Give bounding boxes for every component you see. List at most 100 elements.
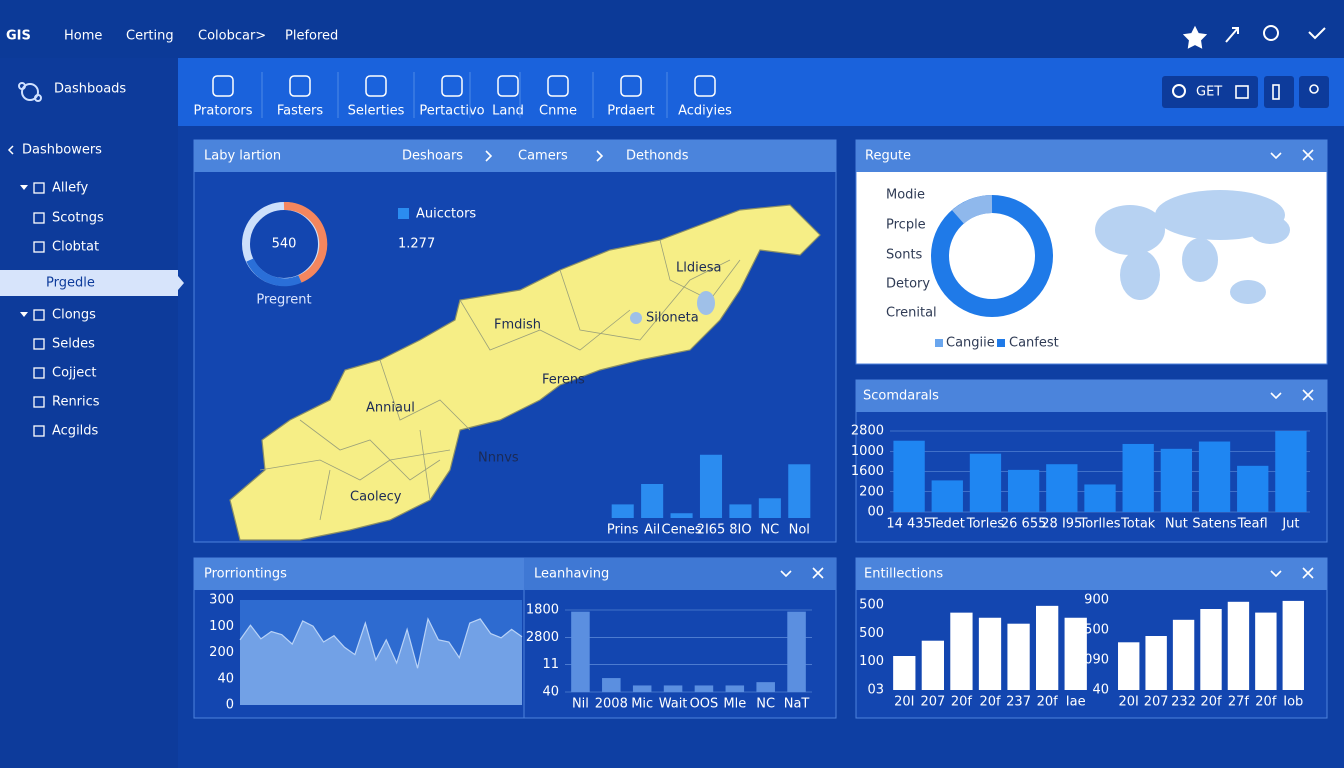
- bar[interactable]: [756, 682, 775, 692]
- bar[interactable]: [1227, 601, 1250, 690]
- breadcrumb[interactable]: Deshoars: [402, 149, 463, 164]
- bar[interactable]: [1064, 617, 1087, 690]
- nav-link[interactable]: Colobcar>: [198, 29, 266, 44]
- bar[interactable]: [670, 513, 693, 518]
- sidebar-item[interactable]: Scotngs: [52, 211, 104, 226]
- bar[interactable]: [602, 678, 621, 692]
- bar[interactable]: [571, 611, 590, 692]
- learn-controls[interactable]: [780, 567, 824, 579]
- check-icon[interactable]: [1308, 27, 1326, 40]
- sidebar-item[interactable]: Acgilds: [52, 424, 99, 439]
- bar[interactable]: [611, 504, 634, 518]
- sidebar-item[interactable]: Dashbowers: [22, 143, 102, 158]
- tool-label[interactable]: Pertactivo: [419, 104, 484, 119]
- breadcrumb[interactable]: Dethonds: [626, 149, 689, 164]
- search-label[interactable]: GET: [1196, 85, 1222, 100]
- breadcrumb[interactable]: Camers: [518, 149, 568, 164]
- bar[interactable]: [699, 454, 723, 518]
- expand-icon[interactable]: [1225, 27, 1239, 43]
- sidebar-item[interactable]: Prgedle: [46, 276, 95, 291]
- bar[interactable]: [950, 612, 973, 690]
- bar[interactable]: [1046, 464, 1078, 512]
- tool-icon[interactable]: [365, 75, 387, 97]
- sidebar-item[interactable]: Renrics: [52, 395, 100, 410]
- map-region[interactable]: [229, 204, 821, 541]
- bar[interactable]: [1007, 469, 1040, 512]
- bar[interactable]: [758, 498, 781, 518]
- nav-link[interactable]: Plefored: [285, 29, 338, 44]
- y-tick-label: 500: [859, 598, 884, 613]
- bar[interactable]: [1036, 605, 1059, 690]
- tool-label[interactable]: Prdaert: [607, 104, 654, 119]
- bar[interactable]: [1255, 612, 1277, 690]
- bar[interactable]: [729, 504, 752, 518]
- bar[interactable]: [1118, 642, 1140, 690]
- x-tick-label: NC: [760, 523, 779, 538]
- bar[interactable]: [725, 685, 745, 692]
- bar[interactable]: [893, 656, 916, 690]
- bar[interactable]: [1282, 600, 1304, 690]
- bar[interactable]: [694, 685, 714, 692]
- bar[interactable]: [921, 640, 944, 690]
- place-label[interactable]: Siloneta: [646, 311, 699, 326]
- bar[interactable]: [663, 685, 683, 692]
- nav-link[interactable]: Certing: [126, 29, 174, 44]
- bar[interactable]: [969, 453, 1002, 512]
- tool-icon[interactable]: [620, 75, 642, 97]
- x-tick-label: 20I: [894, 695, 914, 710]
- tool-icon[interactable]: [289, 75, 311, 97]
- bar[interactable]: [1275, 431, 1307, 512]
- y-tick-label: 40: [542, 685, 559, 700]
- place-label[interactable]: Ferens: [542, 373, 585, 388]
- tool-label[interactable]: Cnme: [539, 104, 577, 119]
- tool-icon[interactable]: [694, 75, 716, 97]
- x-tick-label: Tedet: [929, 517, 965, 532]
- bar[interactable]: [632, 685, 652, 692]
- bar[interactable]: [931, 480, 963, 512]
- ent-controls[interactable]: [1270, 567, 1314, 579]
- bar[interactable]: [1007, 623, 1030, 690]
- tool-icon[interactable]: [497, 75, 519, 97]
- sidebar-item[interactable]: Clobtat: [52, 240, 99, 255]
- bar[interactable]: [641, 484, 664, 518]
- sidebar-item[interactable]: Cojject: [52, 366, 97, 381]
- bar[interactable]: [1237, 465, 1269, 512]
- expand-arrow: [20, 312, 28, 317]
- x-tick-label: Cenes: [662, 523, 702, 538]
- user-button[interactable]: [1299, 76, 1329, 108]
- tool-label[interactable]: Selerties: [348, 104, 405, 119]
- tool-icon[interactable]: [547, 75, 569, 97]
- tool-icon[interactable]: [212, 75, 234, 97]
- sidebar-item[interactable]: Clongs: [52, 308, 96, 323]
- tool-label[interactable]: Land: [492, 104, 524, 119]
- bar[interactable]: [1145, 636, 1167, 690]
- bar[interactable]: [893, 440, 925, 512]
- place-label[interactable]: Caolecy: [350, 490, 402, 505]
- tool-icon[interactable]: [441, 75, 463, 97]
- region-controls[interactable]: [1270, 149, 1314, 161]
- tool-label[interactable]: Pratorors: [193, 104, 252, 119]
- bar[interactable]: [1200, 609, 1222, 690]
- bar[interactable]: [1172, 619, 1195, 690]
- place-label[interactable]: Fmdish: [494, 318, 541, 333]
- x-tick-label: 20f: [1200, 695, 1222, 710]
- bar[interactable]: [1122, 443, 1154, 512]
- place-label[interactable]: Anniaul: [366, 401, 415, 416]
- sidebar-item[interactable]: Seldes: [52, 337, 95, 352]
- search-icon[interactable]: [1263, 25, 1279, 41]
- tool-label[interactable]: Fasters: [277, 104, 323, 119]
- place-label[interactable]: Nnnvs: [478, 451, 519, 466]
- search-button[interactable]: [1162, 76, 1258, 108]
- place-label[interactable]: Lldiesa: [676, 261, 721, 276]
- bar[interactable]: [787, 611, 806, 692]
- nav-link[interactable]: Home: [64, 29, 102, 44]
- star-icon[interactable]: [1182, 25, 1208, 49]
- bar[interactable]: [1084, 484, 1116, 512]
- bar[interactable]: [1160, 448, 1193, 512]
- sidebar-item[interactable]: Allefy: [52, 181, 88, 196]
- bar[interactable]: [788, 464, 811, 518]
- bar[interactable]: [978, 617, 1002, 690]
- bars-controls[interactable]: [1270, 389, 1314, 401]
- tool-label[interactable]: Acdiyies: [678, 104, 732, 119]
- bar[interactable]: [1198, 441, 1231, 512]
